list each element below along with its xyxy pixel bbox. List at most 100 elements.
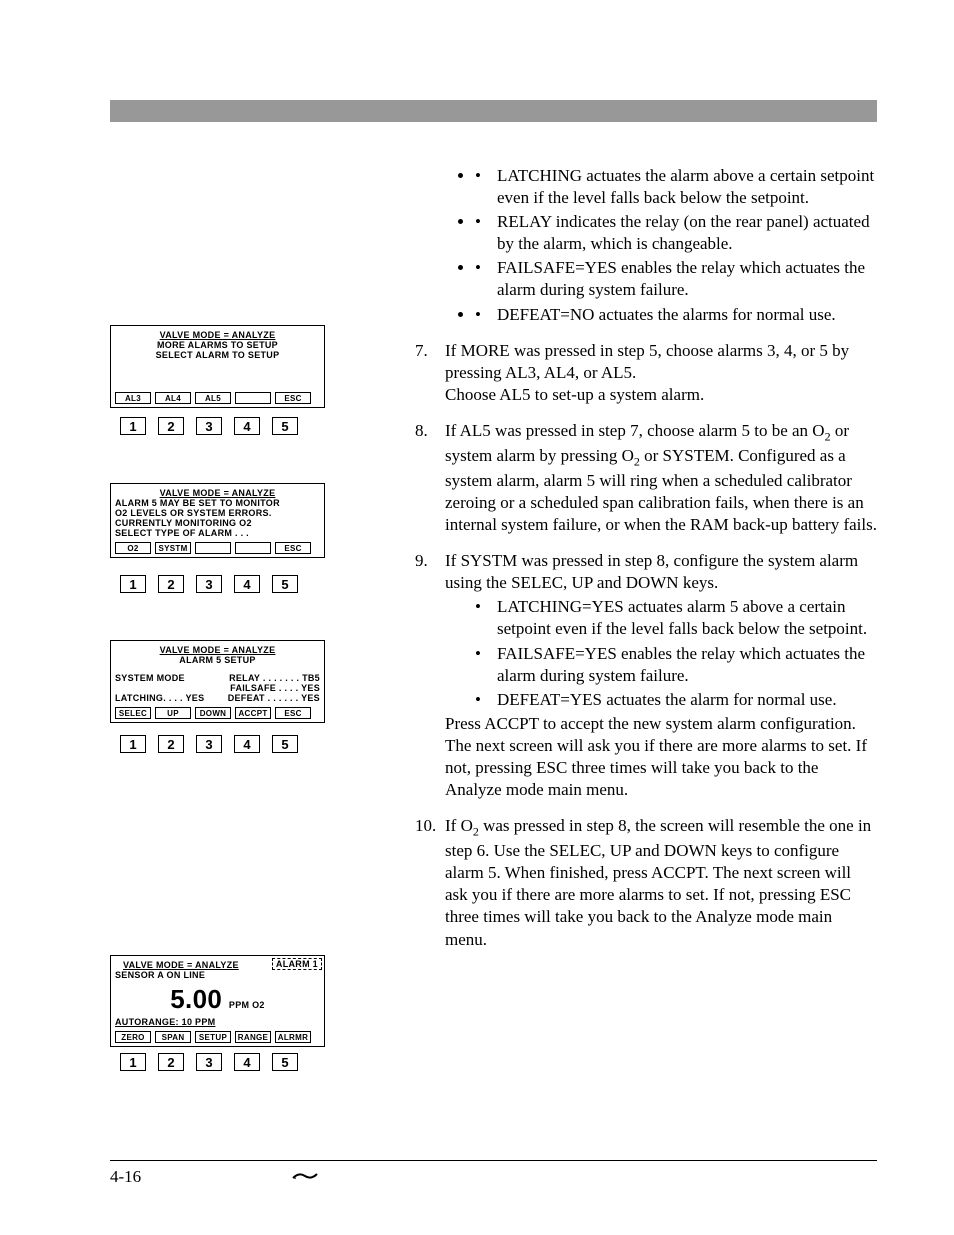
lcd3-params-row2: FAILSAFE . . . . YES <box>111 683 324 693</box>
lcd4-softkeys: ZERO SPAN SETUP RANGE ALRMR <box>111 1029 324 1046</box>
step-10: If O2 was pressed in step 8, the screen … <box>415 815 877 950</box>
softkey-blank <box>235 542 271 554</box>
param-latching: LATCHING. . . . YES <box>115 693 204 703</box>
softkey-systm[interactable]: SYSTM <box>155 542 191 554</box>
numkey-5[interactable]: 5 <box>272 575 298 593</box>
steps-list: If MORE was pressed in step 5, choose al… <box>415 340 877 951</box>
lcd3-title: VALVE MODE = ANALYZE <box>111 645 324 655</box>
numkey-5[interactable]: 5 <box>272 1053 298 1071</box>
numkey-3[interactable]: 3 <box>196 575 222 593</box>
softkey-zero[interactable]: ZERO <box>115 1031 151 1043</box>
softkey-selec[interactable]: SELEC <box>115 707 151 719</box>
step7-text-a: If MORE was pressed in step 5, choose al… <box>445 341 849 382</box>
lcd3-params-row3: LATCHING. . . . YES DEFEAT . . . . . . Y… <box>111 693 324 703</box>
lcd2-numkeys: 1 2 3 4 5 <box>110 573 325 595</box>
lcd3-numkeys: 1 2 3 4 5 <box>110 733 325 755</box>
numkey-2[interactable]: 2 <box>158 417 184 435</box>
reading-value: 5.00 <box>170 984 222 1014</box>
lcd-panel-4: VALVE MODE = ANALYZE ALARM 1 SENSOR A ON… <box>110 955 325 1047</box>
numkey-4[interactable]: 4 <box>234 735 260 753</box>
lcd4-numkeys: 1 2 3 4 5 <box>110 1051 325 1073</box>
softkey-up[interactable]: UP <box>155 707 191 719</box>
numkey-4[interactable]: 4 <box>234 417 260 435</box>
lcd3-params-row1: SYSTEM MODE RELAY . . . . . . . TB5 <box>111 673 324 683</box>
lcd2-title: VALVE MODE = ANALYZE <box>111 488 324 498</box>
numkey-3[interactable]: 3 <box>196 1053 222 1071</box>
numkey-4[interactable]: 4 <box>234 1053 260 1071</box>
numkey-1[interactable]: 1 <box>120 1053 146 1071</box>
softkey-blank <box>235 392 271 404</box>
softkey-al4[interactable]: AL4 <box>155 392 191 404</box>
lcd1-numkeys: 1 2 3 4 5 <box>110 415 325 437</box>
numkey-3[interactable]: 3 <box>196 735 222 753</box>
numkey-2[interactable]: 2 <box>158 735 184 753</box>
softkey-al5[interactable]: AL5 <box>195 392 231 404</box>
lcd3-softkeys: SELEC UP DOWN ACCPT ESC <box>111 705 324 722</box>
param-failsafe: FAILSAFE . . . . YES <box>230 683 320 693</box>
softkey-esc[interactable]: ESC <box>275 392 311 404</box>
softkey-esc[interactable]: ESC <box>275 707 311 719</box>
numkey-2[interactable]: 2 <box>158 575 184 593</box>
step-8: If AL5 was pressed in step 7, choose ala… <box>415 420 877 536</box>
softkey-alrmr[interactable]: ALRMR <box>275 1031 311 1043</box>
step9-bullet-defeat: DEFEAT=YES actuates the alarm for normal… <box>475 689 877 711</box>
param-defeat: DEFEAT . . . . . . YES <box>228 693 320 703</box>
softkey-down[interactable]: DOWN <box>195 707 231 719</box>
lcd1-line2: MORE ALARMS TO SETUP <box>111 340 324 350</box>
softkey-setup[interactable]: SETUP <box>195 1031 231 1043</box>
step9-bullet-failsafe: FAILSAFE=YES enables the relay which act… <box>475 643 877 687</box>
lcd2-line3: O2 LEVELS OR SYSTEM ERRORS. <box>111 508 324 518</box>
step10-text-b: was pressed in step 8, the screen will r… <box>445 816 871 948</box>
softkey-accpt[interactable]: ACCPT <box>235 707 271 719</box>
param-system-mode: SYSTEM MODE <box>115 673 185 683</box>
softkey-blank <box>195 542 231 554</box>
step7-text-b: Choose AL5 to set-up a system alarm. <box>445 385 704 404</box>
page-number: 4-16 <box>110 1167 141 1187</box>
lcd3-subtitle: ALARM 5 SETUP <box>111 655 324 665</box>
content-area: VALVE MODE = ANALYZE MORE ALARMS TO SETU… <box>110 165 877 1135</box>
numkey-4[interactable]: 4 <box>234 575 260 593</box>
numkey-5[interactable]: 5 <box>272 735 298 753</box>
lcd4-reading: 5.00 PPM O2 <box>111 980 324 1017</box>
step10-text-a: If O <box>445 816 473 835</box>
reading-unit: PPM O2 <box>229 1000 265 1010</box>
bullet-relay: RELAY indicates the relay (on the rear p… <box>475 211 877 255</box>
step-9: If SYSTM was pressed in step 8, configur… <box>415 550 877 801</box>
lcd2-line5: SELECT TYPE OF ALARM . . . <box>111 528 324 538</box>
lcd2-line4: CURRENTLY MONITORING O2 <box>111 518 324 528</box>
softkey-esc[interactable]: ESC <box>275 542 311 554</box>
step9-bullet-latching: LATCHING=YES actuates alarm 5 above a ce… <box>475 596 877 640</box>
lcd-panel-1: VALVE MODE = ANALYZE MORE ALARMS TO SETU… <box>110 325 325 408</box>
numkey-1[interactable]: 1 <box>120 735 146 753</box>
step9-text-b: Press ACCPT to accept the new system ala… <box>445 714 867 799</box>
lcd1-line3: SELECT ALARM TO SETUP <box>111 350 324 360</box>
softkey-range[interactable]: RANGE <box>235 1031 271 1043</box>
softkey-al3[interactable]: AL3 <box>115 392 151 404</box>
lcd4-sensor: SENSOR A ON LINE <box>111 970 324 980</box>
bullet-defeat: DEFEAT=NO actuates the alarms for normal… <box>475 304 877 326</box>
step9-bullets: LATCHING=YES actuates alarm 5 above a ce… <box>475 596 877 710</box>
page-footer: 4-16 <box>110 1160 877 1187</box>
lcd2-softkeys: O2 SYSTM ESC <box>111 540 324 557</box>
bullet-latching: LATCHING actuates the alarm above a cert… <box>475 165 877 209</box>
numkey-5[interactable]: 5 <box>272 417 298 435</box>
header-bar <box>110 100 877 122</box>
numkey-2[interactable]: 2 <box>158 1053 184 1071</box>
body-text-column: LATCHING actuates the alarm above a cert… <box>415 165 877 1135</box>
numkey-1[interactable]: 1 <box>120 575 146 593</box>
footer-logo-icon <box>291 1167 319 1187</box>
softkey-o2[interactable]: O2 <box>115 542 151 554</box>
alarm1-tag: ALARM 1 <box>272 958 322 970</box>
step9-text-a: If SYSTM was pressed in step 8, configur… <box>445 551 858 592</box>
lcd2-line2: ALARM 5 MAY BE SET TO MONITOR <box>111 498 324 508</box>
lcd-column: VALVE MODE = ANALYZE MORE ALARMS TO SETU… <box>110 165 375 1135</box>
lcd-panel-3: VALVE MODE = ANALYZE ALARM 5 SETUP SYSTE… <box>110 640 325 723</box>
softkey-span[interactable]: SPAN <box>155 1031 191 1043</box>
param-relay: RELAY . . . . . . . TB5 <box>229 673 320 683</box>
lcd1-softkeys: AL3 AL4 AL5 ESC <box>111 390 324 407</box>
lcd4-autorange: AUTORANGE: 10 PPM <box>111 1017 324 1027</box>
numkey-3[interactable]: 3 <box>196 417 222 435</box>
numkey-1[interactable]: 1 <box>120 417 146 435</box>
step8-text-a: If AL5 was pressed in step 7, choose ala… <box>445 421 825 440</box>
lcd-panel-2: VALVE MODE = ANALYZE ALARM 5 MAY BE SET … <box>110 483 325 558</box>
